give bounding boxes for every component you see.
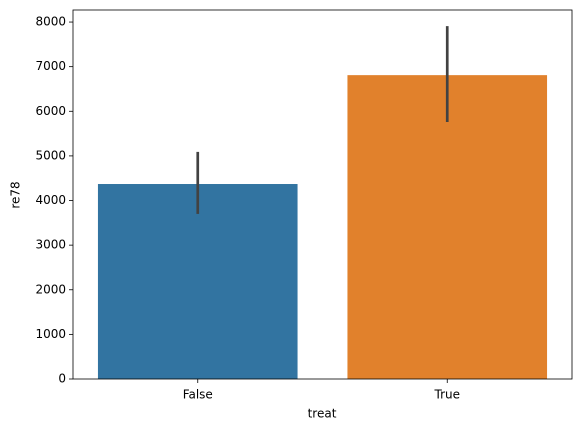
y-tick-label: 2000	[35, 282, 66, 296]
x-tick-label: False	[183, 388, 213, 402]
x-tick-label: True	[434, 388, 461, 402]
bar	[347, 75, 548, 379]
bar	[97, 184, 298, 379]
plot-frame	[72, 9, 573, 380]
y-tick-label: 8000	[35, 15, 66, 29]
x-axis-label: treat	[308, 407, 337, 421]
y-tick-label: 0	[58, 372, 66, 386]
y-tick-label: 3000	[35, 238, 66, 252]
y-tick-label: 1000	[35, 327, 66, 341]
y-axis-label: re78	[9, 181, 23, 208]
y-tick-label: 7000	[35, 59, 66, 73]
y-tick-label: 5000	[35, 148, 66, 162]
y-tick-label: 6000	[35, 104, 66, 118]
y-tick-label: 4000	[35, 193, 66, 207]
